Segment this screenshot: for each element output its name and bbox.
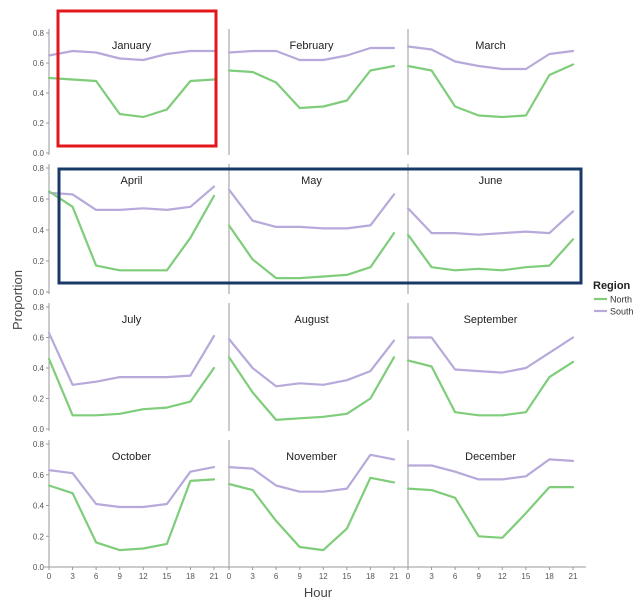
legend-title: Region [593,280,631,292]
x-tick-label: 15 [162,572,171,581]
y-tick-label: 0.0 [33,149,45,158]
panel-april: April [49,164,214,294]
panel-november: November [229,440,394,569]
panel-july: July [49,303,214,431]
y-tick-label: 0.6 [33,334,45,343]
y-tick-label: 0.2 [33,395,45,404]
panel-title: June [479,175,503,187]
series-line-north [408,235,573,271]
y-tick-label: 0.4 [33,226,45,235]
panel-title: August [294,314,328,326]
panel-title: November [286,451,337,463]
x-tick-label: 3 [250,572,255,581]
series-line-south [229,190,394,229]
panel-grid: January February March April May June July Augu… [49,29,573,569]
y-tick-label: 0.0 [33,288,45,297]
x-tick-label: 18 [545,572,554,581]
panel-october: October [49,440,214,569]
x-tick-label: 3 [429,572,434,581]
y-tick-label: 0.0 [33,563,45,572]
x-tick-label: 6 [274,572,279,581]
panel-title: May [301,175,322,187]
series-line-south [229,339,394,386]
x-axis-label: Hour [304,585,333,600]
panel-february: February [229,29,394,155]
y-tick-label: 0.8 [33,164,45,173]
panel-june: June [408,164,573,294]
y-tick-label: 0.8 [33,303,45,312]
x-tick-label: 12 [498,572,507,581]
series-line-south [49,51,214,60]
x-tick-label: 9 [117,572,122,581]
y-tick-label: 0.4 [33,502,45,511]
panel-march: March [408,29,573,155]
panel-january: January [49,29,214,155]
panel-title: February [289,40,334,52]
panel-title: October [112,451,151,463]
series-line-north [49,78,214,117]
x-tick-label: 9 [297,572,302,581]
y-tick-label: 0.6 [33,195,45,204]
x-tick-label: 6 [453,572,458,581]
x-tick-label: 0 [47,572,52,581]
x-tick-label: 15 [521,572,530,581]
x-tick-label: 0 [406,572,411,581]
x-tick-label: 12 [319,572,328,581]
legend-label-south: South [610,307,634,317]
panel-september: September [408,303,573,431]
series-line-north [408,487,573,538]
y-tick-label: 0.4 [33,89,45,98]
series-line-north [49,479,214,550]
y-tick-label: 0.0 [33,425,45,434]
x-tick-label: 3 [70,572,75,581]
series-line-north [408,65,573,118]
series-line-north [229,225,394,278]
panel-title: April [120,175,142,187]
x-tick-label: 21 [210,572,219,581]
panel-may: May [229,164,394,294]
series-line-south [49,187,214,210]
panel-title: January [112,40,152,52]
y-tick-label: 0.2 [33,257,45,266]
series-line-south [408,208,573,234]
x-tick-label: 9 [476,572,481,581]
y-axis-label: Proportion [10,270,25,330]
x-tick-label: 21 [569,572,578,581]
series-line-north [229,66,394,108]
x-tick-label: 12 [139,572,148,581]
panel-title: December [465,451,516,463]
axes: 0.0 0.2 0.4 0.6 0.8 0.0 0.2 0.4 0.6 0.8 0.0 0.2 0.4 0… [33,29,586,581]
x-tick-label: 18 [366,572,375,581]
series-line-north [49,359,214,415]
series-line-north [408,360,573,415]
y-tick-label: 0.8 [33,440,45,449]
x-tick-label: 18 [186,572,195,581]
x-tick-label: 21 [390,572,399,581]
series-line-north [229,357,394,420]
y-tick-label: 0.8 [33,29,45,38]
panel-december: December [408,440,573,569]
y-tick-label: 0.4 [33,364,45,373]
panel-title: September [464,314,518,326]
panel-title: July [122,314,142,326]
legend: Region North South [593,280,634,317]
panel-title: March [475,40,506,52]
series-line-north [49,191,214,270]
highlight-box-1 [58,11,216,146]
legend-label-north: North [610,295,632,305]
panel-august: August [229,303,394,431]
y-tick-label: 0.6 [33,471,45,480]
x-tick-label: 15 [342,572,351,581]
y-tick-label: 0.2 [33,532,45,541]
y-tick-label: 0.6 [33,59,45,68]
x-tick-label: 6 [94,572,99,581]
x-tick-label: 0 [227,572,232,581]
series-line-north [229,478,394,550]
y-tick-label: 0.2 [33,119,45,128]
series-line-south [49,333,214,385]
